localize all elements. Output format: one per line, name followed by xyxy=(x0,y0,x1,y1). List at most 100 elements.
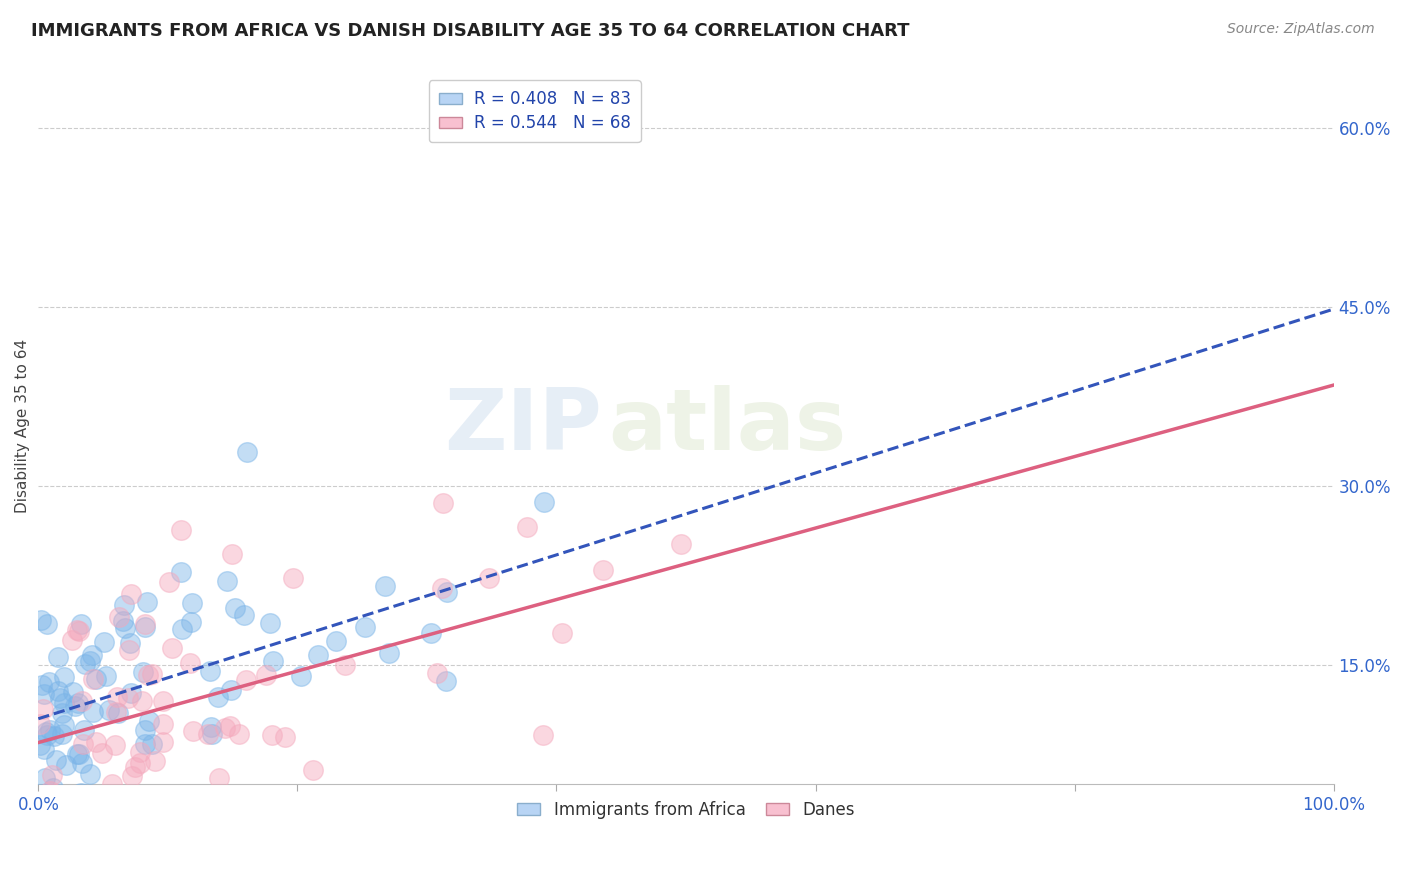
Point xyxy=(35,725,58,739)
Point xyxy=(378,646,401,660)
Point xyxy=(181,724,204,739)
Point xyxy=(67,697,90,711)
Point xyxy=(72,694,94,708)
Point xyxy=(669,536,692,550)
Point xyxy=(134,617,156,632)
Point xyxy=(37,617,59,632)
Point xyxy=(121,769,143,783)
Point xyxy=(52,717,75,731)
Point xyxy=(162,789,184,803)
Point xyxy=(201,726,224,740)
Point xyxy=(51,706,73,720)
Point xyxy=(426,665,449,680)
Point xyxy=(141,667,163,681)
Point xyxy=(124,760,146,774)
Point xyxy=(60,633,83,648)
Point xyxy=(214,722,236,736)
Point xyxy=(34,771,56,785)
Point xyxy=(235,673,257,687)
Point xyxy=(283,571,305,585)
Point xyxy=(180,615,202,629)
Point xyxy=(128,756,150,770)
Point xyxy=(531,728,554,742)
Point xyxy=(254,668,277,682)
Point xyxy=(219,682,242,697)
Point xyxy=(200,665,222,679)
Point xyxy=(434,673,457,688)
Point xyxy=(141,737,163,751)
Point xyxy=(218,719,240,733)
Point xyxy=(221,548,243,562)
Point xyxy=(79,767,101,781)
Point xyxy=(111,614,134,628)
Point xyxy=(430,582,453,596)
Point xyxy=(66,747,89,761)
Point xyxy=(39,723,62,737)
Point xyxy=(32,742,55,756)
Point xyxy=(105,705,128,719)
Point xyxy=(134,723,156,737)
Point xyxy=(180,595,202,609)
Point xyxy=(307,648,329,663)
Point xyxy=(233,608,256,623)
Point xyxy=(104,738,127,752)
Point xyxy=(152,717,174,731)
Point xyxy=(100,777,122,791)
Point xyxy=(72,737,94,751)
Point xyxy=(39,789,62,803)
Point xyxy=(69,617,91,632)
Point xyxy=(117,691,139,706)
Point xyxy=(79,654,101,668)
Point xyxy=(243,789,266,803)
Point xyxy=(32,686,55,700)
Point xyxy=(41,768,63,782)
Point xyxy=(90,789,112,803)
Point xyxy=(82,705,104,719)
Point xyxy=(333,658,356,673)
Point xyxy=(134,620,156,634)
Point xyxy=(98,703,121,717)
Point xyxy=(224,600,246,615)
Point xyxy=(80,648,103,662)
Point xyxy=(118,636,141,650)
Point xyxy=(207,690,229,704)
Point xyxy=(42,729,65,743)
Point xyxy=(274,731,297,745)
Point xyxy=(62,685,84,699)
Text: Source: ZipAtlas.com: Source: ZipAtlas.com xyxy=(1227,22,1375,37)
Point xyxy=(53,697,76,711)
Point xyxy=(67,747,90,761)
Point xyxy=(65,698,87,713)
Point xyxy=(301,763,323,777)
Point xyxy=(41,780,63,795)
Point xyxy=(197,726,219,740)
Point xyxy=(145,754,167,768)
Point xyxy=(228,727,250,741)
Point xyxy=(136,668,159,682)
Point xyxy=(432,495,454,509)
Point xyxy=(38,784,60,798)
Text: ZIP: ZIP xyxy=(444,384,602,467)
Point xyxy=(38,675,60,690)
Point xyxy=(73,723,96,737)
Point xyxy=(152,735,174,749)
Point xyxy=(170,622,193,636)
Point xyxy=(67,624,90,639)
Point xyxy=(260,728,283,742)
Point xyxy=(28,738,51,752)
Point xyxy=(354,620,377,634)
Legend: Immigrants from Africa, Danes: Immigrants from Africa, Danes xyxy=(510,794,862,825)
Point xyxy=(132,665,155,680)
Point xyxy=(120,587,142,601)
Point xyxy=(131,694,153,708)
Point xyxy=(55,758,77,772)
Point xyxy=(117,643,139,657)
Point xyxy=(108,610,131,624)
Point xyxy=(69,786,91,800)
Point xyxy=(134,738,156,752)
Point xyxy=(120,686,142,700)
Point xyxy=(516,519,538,533)
Point xyxy=(325,633,347,648)
Point xyxy=(235,444,257,458)
Point xyxy=(45,789,67,803)
